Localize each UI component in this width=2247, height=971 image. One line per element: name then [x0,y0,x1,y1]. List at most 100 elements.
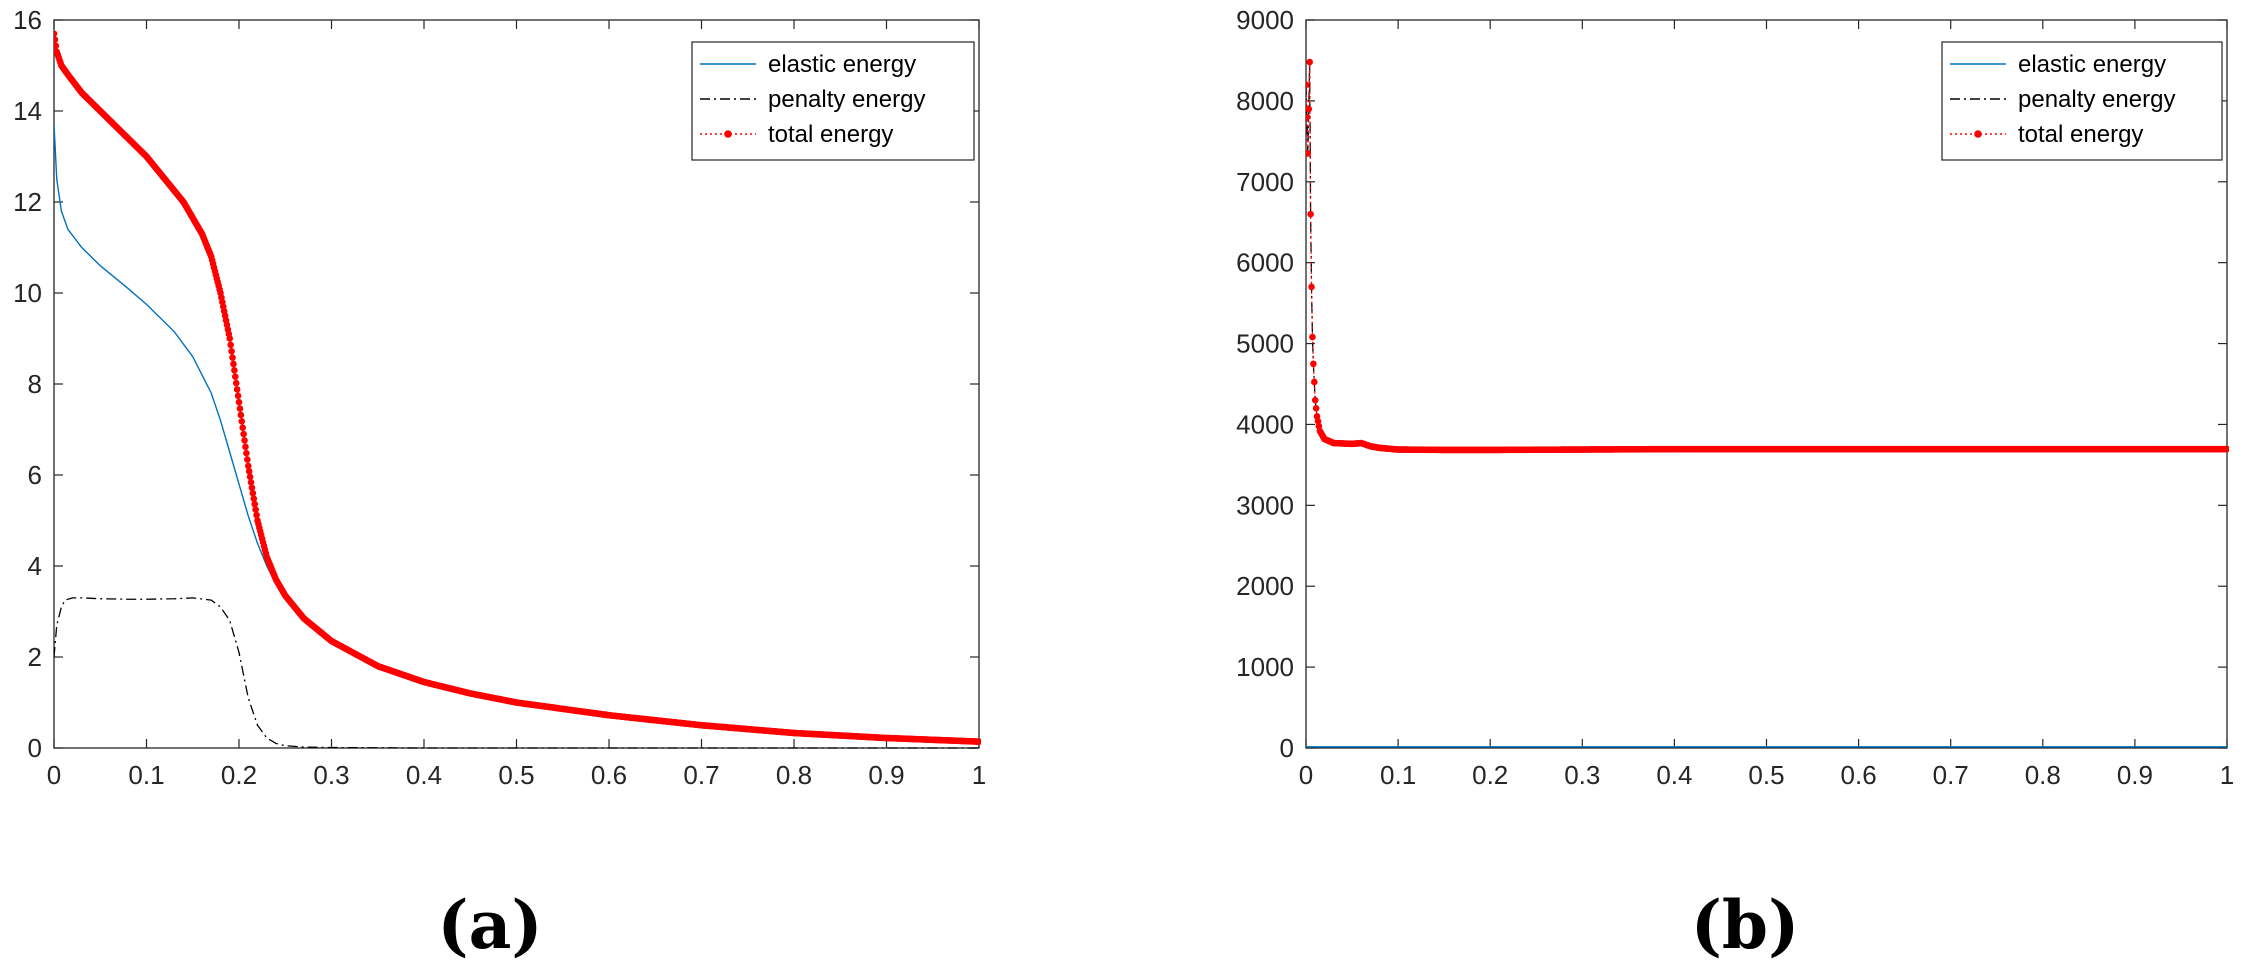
data-point [244,456,251,463]
data-point [231,367,238,374]
data-point [230,360,237,368]
x-tick-label: 0.8 [2025,760,2061,790]
x-tick-label: 1 [2220,760,2234,790]
data-point [239,424,246,431]
legend: elastic energy penalty energy total energy [1941,41,2223,161]
legend-label: penalty energy [768,86,925,113]
y-tick-label: 2000 [1236,571,1294,601]
y-tick-label: 2 [28,642,42,672]
y-tick-label: 7000 [1236,167,1294,197]
x-tick-label: 0.1 [1380,760,1416,790]
data-point [975,738,981,745]
x-tick-label: 0 [47,760,61,790]
legend-label: elastic energy [768,51,916,78]
legend-label: penalty energy [2018,86,2175,113]
y-tick-label: 6 [28,460,42,490]
y-tick-label: 14 [13,96,42,126]
data-point [228,347,235,355]
data-point [229,354,236,361]
x-tick-label: 0.7 [683,760,719,790]
x-tick-label: 0.8 [776,760,812,790]
x-tick-label: 0.4 [1656,760,1692,790]
data-point [1310,360,1317,368]
panel-label-b: (b) [1691,886,1800,964]
legend-marker [1974,130,1982,138]
data-point [1307,210,1314,218]
data-point [241,437,248,444]
data-point [227,341,234,349]
data-point [1306,58,1313,66]
data-point [1310,378,1318,386]
y-tick-label: 0 [28,733,42,763]
x-tick-label: 0.2 [221,760,257,790]
x-tick-label: 0.5 [498,760,534,790]
data-point [253,511,260,519]
data-point [238,418,246,425]
y-tick-label: 5000 [1236,329,1294,359]
legend-box [1941,41,2223,161]
data-point [1306,81,1310,89]
x-tick-label: 0.4 [406,760,442,790]
x-tick-label: 0.9 [2117,760,2153,790]
data-point [234,392,242,400]
y-tick-label: 6000 [1236,248,1294,278]
x-tick-label: 0.6 [1841,760,1877,790]
x-tick-label: 0.5 [1748,760,1784,790]
x-tick-label: 1 [972,760,986,790]
legend-label: total energy [768,121,893,148]
legend-marker [724,130,732,138]
data-point [240,430,247,438]
data-point [244,462,252,470]
data-point [1306,150,1312,157]
x-tick-label: 0.1 [128,760,164,790]
data-point [54,36,59,44]
y-tick-label: 3000 [1236,490,1294,520]
legend-label: total energy [2018,121,2143,148]
data-point [226,335,234,342]
data-point [246,473,254,481]
data-point [248,484,256,492]
legend-box [691,41,975,161]
y-tick-label: 4000 [1236,409,1294,439]
panel-a-chart: 0 0.1 0.2 0.3 0.4 0.5 0.6 0.7 0.8 0.9 102468101214… [13,5,986,790]
data-point [54,30,58,37]
data-point [250,495,258,502]
data-point [1311,396,1319,404]
x-tick-label: 0.7 [1933,760,1969,790]
x-tick-label: 0.3 [1564,760,1600,790]
y-tick-label: 8 [28,369,42,399]
data-point [243,449,250,457]
data-point [1306,105,1313,113]
data-point [237,411,245,419]
series-line-total-energy [1306,62,2227,451]
data-point [233,386,241,393]
legend-label: elastic energy [2018,51,2166,78]
y-tick-label: 1000 [1236,652,1294,682]
y-tick-label: 12 [13,187,42,217]
x-tick-label: 0.9 [868,760,904,790]
y-tick-label: 0 [1280,733,1294,763]
y-tick-label: 4 [28,551,42,581]
data-point [247,478,255,486]
data-point [1306,113,1311,121]
panel-b-chart: 0 0.1 0.2 0.3 0.4 0.5 0.6 0.7 0.8 0.9 1 0 1000 2000 30… [1236,5,2234,790]
series-markers-total-energy [54,30,981,745]
data-point [1309,333,1316,341]
series-markers-total-energy [1306,58,2229,454]
x-tick-label: 0.3 [313,760,349,790]
series-line-penalty-energy [54,597,979,749]
y-tick-label: 10 [13,278,42,308]
data-point [252,506,259,513]
data-point [242,443,249,451]
legend: elastic energy penalty energy total energy [691,41,975,161]
y-tick-label: 16 [13,5,42,35]
data-point [1312,404,1320,412]
x-tick-label: 0.2 [1472,760,1508,790]
data-point [249,489,257,497]
data-point [232,379,240,387]
x-tick-label: 0.6 [591,760,627,790]
data-point [54,42,60,50]
x-tick-label: 0 [1299,760,1313,790]
data-point [236,405,244,412]
